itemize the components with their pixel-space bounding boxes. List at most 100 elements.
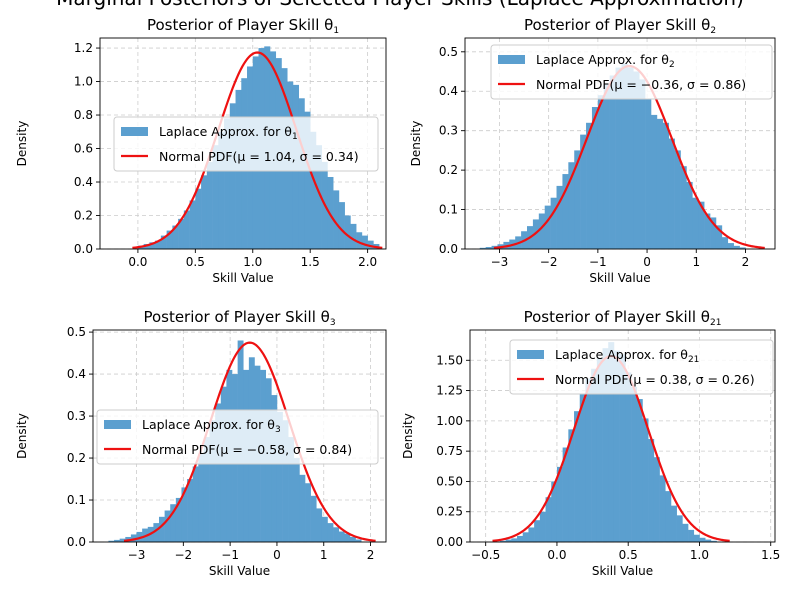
histogram-bar (562, 447, 569, 542)
histogram-bar (293, 458, 300, 542)
histogram-bar (271, 395, 278, 542)
histogram-bar (608, 342, 615, 542)
histogram-bar (327, 523, 334, 542)
histogram-bar (550, 197, 557, 249)
histogram-bar (344, 533, 351, 542)
x-axis-label: Skill Value (209, 564, 270, 578)
histogram-bar (218, 131, 225, 249)
histogram-bar (355, 539, 362, 542)
y-tick-label: 0.00 (436, 535, 463, 549)
y-tick-label: 0.5 (67, 325, 86, 339)
y-tick-label: 0.2 (74, 209, 93, 223)
histogram-bar (166, 230, 173, 249)
legend-box (490, 44, 773, 100)
figure-suptitle: Marginal Posteriors of Selected Player S… (0, 0, 800, 10)
legend-label-histogram: Laplace Approx. for θ2 (536, 52, 675, 70)
histogram-bar (276, 411, 283, 542)
x-tick-label: 1.0 (690, 548, 709, 562)
histogram-bar (201, 175, 208, 249)
histogram-bar (160, 235, 167, 249)
x-axis-label: Skill Value (589, 271, 650, 285)
x-tick-label: 1.5 (761, 548, 780, 562)
histogram-bar (356, 232, 363, 249)
histogram-bar (602, 348, 609, 542)
x-tick-label: 0.0 (128, 255, 147, 269)
histogram-bar (619, 354, 626, 542)
histogram-bar (349, 536, 356, 542)
histogram-bar (333, 190, 340, 249)
histogram-bar (585, 378, 592, 542)
x-tick-label: 2 (742, 255, 750, 269)
y-tick-label: 0.0 (67, 535, 86, 549)
histogram-bar (315, 145, 322, 249)
y-tick-label: 1.50 (436, 353, 463, 367)
histogram-bar (539, 511, 546, 542)
histogram-bar (579, 394, 586, 542)
panel-4: −0.5 0.0 0.5 1.0 1.5 0.00 0.25 0.50 0.75 1.00 1.25… (401, 308, 780, 578)
legend-swatch-histogram (498, 55, 525, 64)
histogram-bar (645, 99, 652, 249)
histogram-bar (544, 205, 551, 249)
x-tick-label: 2.0 (358, 255, 377, 269)
x-tick-label: 1.5 (301, 255, 320, 269)
y-tick-label: 0.8 (74, 108, 93, 122)
legend: Laplace Approx. for θ21 Normal PDF(μ = 0.… (509, 339, 774, 395)
histogram-bar (639, 79, 646, 249)
histogram-bar (338, 531, 345, 542)
histogram-bar (556, 185, 563, 249)
histogram-bar (321, 516, 328, 542)
y-tick-label: 0.6 (74, 142, 93, 156)
histogram-bar (680, 166, 687, 249)
histogram-bar (674, 150, 681, 249)
histogram-bar (574, 150, 581, 249)
y-tick-label: 0.4 (67, 367, 86, 381)
histogram-bar (333, 527, 340, 542)
histogram-bar (699, 537, 706, 542)
legend: Laplace Approx. for θ3 Normal PDF(μ = −0.… (96, 409, 379, 465)
x-axis-label: Skill Value (212, 271, 273, 285)
histogram-bar (499, 540, 506, 542)
histogram-bar (556, 466, 563, 542)
legend-swatch-histogram (517, 350, 544, 359)
histogram-bar (298, 98, 305, 250)
histogram-bar (485, 247, 492, 249)
legend-label-histogram: Laplace Approx. for θ3 (142, 417, 281, 435)
histogram-bar (662, 122, 670, 249)
y-tick-label: 1.0 (74, 75, 93, 89)
histogram-bar (310, 495, 317, 542)
histogram-bar (586, 122, 593, 249)
histogram-bar (153, 523, 160, 542)
histogram-bar (603, 83, 610, 250)
histogram-bar (609, 75, 616, 250)
histogram-bar (704, 213, 711, 249)
histogram-bar (665, 491, 672, 542)
x-tick-label: 2 (367, 548, 375, 562)
histogram-bar (175, 497, 182, 542)
histogram-bar (545, 497, 552, 542)
histogram-bar (721, 237, 729, 249)
histogram-bar (212, 145, 219, 249)
legend-label-line: Normal PDF(μ = −0.36, σ = 0.86) (536, 77, 746, 92)
histogram-bar (511, 538, 518, 542)
histogram-bar (715, 225, 723, 249)
y-axis-label: Density (401, 413, 415, 459)
legend-box (509, 339, 774, 395)
histogram-bar (229, 103, 236, 249)
panel-title: Posterior of Player Skill θ1 (147, 16, 339, 36)
panel-2: −3 −2 −1 0 1 2 0.0 0.1 0.2 0.3 0.4 0.5 Skill Value De… (409, 16, 776, 285)
legend-label-line: Normal PDF(μ = 0.38, σ = 0.26) (555, 372, 755, 387)
histogram-bar (299, 474, 306, 542)
histogram-bar (656, 118, 664, 249)
x-tick-label: 1.0 (243, 255, 262, 269)
histogram-bar (183, 210, 190, 249)
histogram-bar (653, 457, 660, 542)
histogram-bar (562, 174, 569, 249)
histogram-bar (739, 247, 746, 249)
histogram-bar (316, 508, 323, 542)
histogram-bar (344, 215, 351, 249)
legend-box (113, 116, 379, 172)
y-tick-label: 0.75 (436, 444, 463, 458)
histogram-bar (627, 67, 634, 249)
histogram-bar (528, 527, 535, 542)
